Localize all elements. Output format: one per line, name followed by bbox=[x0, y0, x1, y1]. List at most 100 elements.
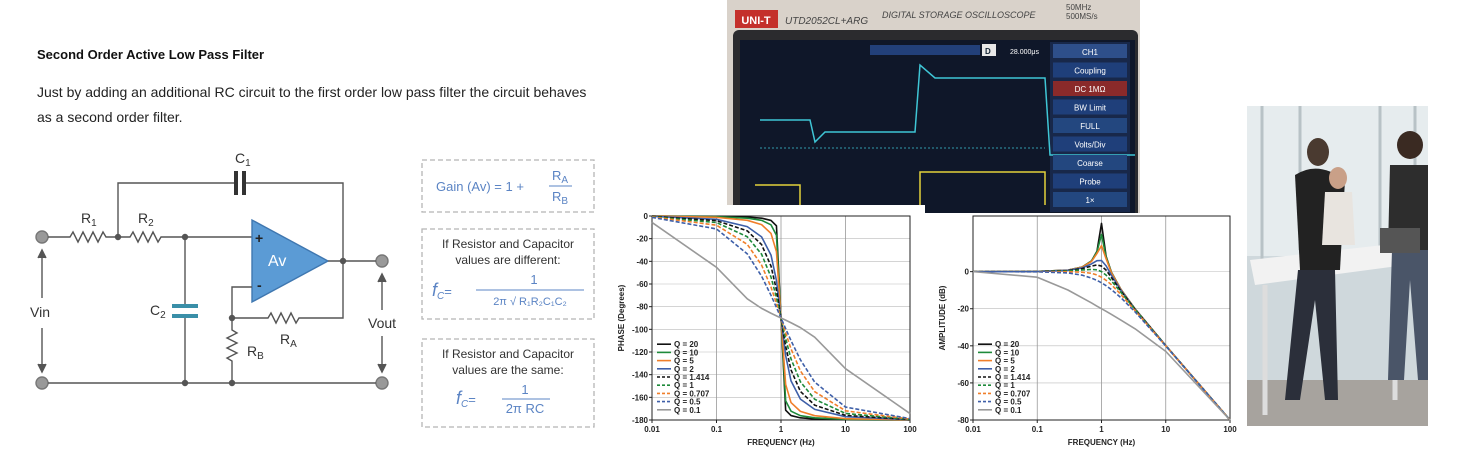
legend-label: Q = 5 bbox=[674, 357, 694, 366]
y-axis-label: PHASE (Degrees) bbox=[617, 284, 626, 351]
x-tick-label: 100 bbox=[1223, 425, 1237, 434]
f-main: f bbox=[432, 280, 439, 300]
formula-boxes bbox=[421, 159, 595, 428]
legend-label: Q = 5 bbox=[995, 357, 1015, 366]
legend-label: Q = 10 bbox=[995, 348, 1020, 357]
legend-label: Q = 20 bbox=[995, 340, 1020, 349]
legend-label: Q = 10 bbox=[674, 348, 699, 357]
x-tick-label: 0.1 bbox=[1032, 425, 1044, 434]
series-line bbox=[972, 222, 1231, 421]
chart-panel bbox=[613, 205, 925, 452]
menu-item bbox=[1053, 136, 1127, 152]
f-sub: C bbox=[461, 399, 469, 410]
legend-label: Q = 0.707 bbox=[995, 389, 1031, 398]
series-line bbox=[972, 233, 1231, 421]
y-tick-label: -120 bbox=[632, 348, 649, 357]
charts: -180 -160 -140 -120 -100 -80 -60 -40 -20 0 0.01 0.1… bbox=[617, 212, 1237, 447]
x-tick-label: 10 bbox=[841, 425, 850, 434]
label-opamp: Av bbox=[268, 253, 286, 270]
num-sub: A bbox=[561, 175, 568, 186]
plot-area bbox=[973, 216, 1230, 420]
label-main: C bbox=[150, 302, 160, 318]
diff-lhs: fC= bbox=[432, 280, 452, 302]
x-tick-label: 10 bbox=[1161, 425, 1170, 434]
f-sub: C bbox=[437, 291, 445, 302]
series-line bbox=[972, 270, 1231, 421]
plot-frame bbox=[972, 215, 1231, 421]
series-line bbox=[651, 221, 911, 415]
series-line bbox=[973, 268, 1231, 421]
menu-label: Probe bbox=[1079, 178, 1101, 187]
gain-lhs: Gain (Av) = 1 + bbox=[436, 179, 524, 194]
osc-kind: DIGITAL STORAGE OSCILLOSCOPE bbox=[882, 10, 1037, 20]
series-line bbox=[972, 244, 1231, 421]
y-tick-label: -80 bbox=[636, 303, 648, 312]
diff-line2: values are different: bbox=[455, 253, 560, 267]
series-line bbox=[651, 215, 911, 421]
series-line bbox=[973, 270, 1231, 421]
menu-label: CH1 bbox=[1082, 48, 1099, 57]
y-tick-label: -140 bbox=[632, 371, 649, 380]
osc-rate: 500MS/s bbox=[1066, 12, 1098, 21]
series-line bbox=[972, 259, 1231, 421]
osc-hidden: w amplitude bbox=[907, 226, 945, 233]
label-r1: R1 bbox=[81, 210, 97, 229]
legend-label: Q = 0.707 bbox=[674, 389, 710, 398]
y-tick-label: -20 bbox=[636, 235, 648, 244]
den-sub: B bbox=[561, 196, 568, 207]
y-tick-label: -180 bbox=[632, 416, 649, 425]
label-sub: 1 bbox=[245, 158, 251, 169]
legend-label: Q = 0.5 bbox=[674, 398, 701, 407]
legend-label: Q = 20 bbox=[674, 340, 699, 349]
same-lhs: fC= bbox=[456, 388, 476, 410]
menu-label: DC 1MΩ bbox=[1075, 85, 1106, 94]
series-line bbox=[972, 270, 1231, 421]
label-sub: 2 bbox=[148, 218, 154, 229]
osc-time: 28.000μs bbox=[1010, 49, 1039, 56]
circuit bbox=[35, 171, 389, 390]
den-main: R bbox=[552, 189, 561, 204]
menu-item bbox=[1053, 118, 1127, 133]
label-rb: RB bbox=[247, 343, 264, 362]
legend-label: Q = 0.1 bbox=[995, 406, 1022, 415]
same-num: 1 bbox=[521, 382, 528, 397]
label-c2: C2 bbox=[150, 302, 166, 321]
label-main: R bbox=[280, 331, 290, 347]
doc-title: Second Order Active Low Pass Filter bbox=[37, 47, 265, 62]
gain-den: RB bbox=[552, 189, 568, 207]
label-main: R bbox=[138, 210, 148, 226]
menu-label: Volts/Div bbox=[1074, 141, 1105, 150]
series-line bbox=[651, 215, 911, 421]
x-tick-label: 1 bbox=[1099, 425, 1104, 434]
x-tick-label: 0.1 bbox=[711, 425, 723, 434]
y-axis-label: AMPLITUDE (dB) bbox=[938, 285, 947, 350]
label-c1: C1 bbox=[235, 150, 251, 169]
menu-label: 1× bbox=[1085, 196, 1094, 205]
diff-line1: If Resistor and Capacitor bbox=[442, 237, 574, 251]
series-line bbox=[651, 216, 911, 420]
series-line bbox=[651, 216, 911, 420]
chart-panel bbox=[925, 213, 1245, 452]
legend-label: Q = 2 bbox=[674, 365, 694, 374]
y-tick-label: -60 bbox=[636, 280, 648, 289]
osc-hidden: Phase bbox=[912, 217, 932, 224]
label-plus: + bbox=[255, 230, 263, 246]
y-tick-label: -20 bbox=[957, 305, 969, 314]
label-minus: - bbox=[257, 277, 262, 293]
y-tick-label: 0 bbox=[965, 268, 970, 277]
series-line bbox=[651, 215, 911, 421]
num-main: R bbox=[552, 168, 561, 183]
doc-paragraph: Just by adding an additional RC circuit … bbox=[37, 84, 587, 125]
osc-trigger: D bbox=[985, 47, 991, 56]
y-tick-label: 0 bbox=[644, 212, 649, 221]
f-eq: = bbox=[468, 392, 476, 407]
legend-label: Q = 1.414 bbox=[674, 373, 710, 382]
x-tick-label: 100 bbox=[903, 425, 917, 434]
same-line1: If Resistor and Capacitor bbox=[442, 347, 574, 361]
menu-item bbox=[1053, 62, 1127, 78]
label-vout: Vout bbox=[368, 315, 396, 331]
legend-label: Q = 0.5 bbox=[995, 398, 1022, 407]
label-sub: 2 bbox=[160, 310, 166, 321]
y-tick-label: -60 bbox=[957, 379, 969, 388]
